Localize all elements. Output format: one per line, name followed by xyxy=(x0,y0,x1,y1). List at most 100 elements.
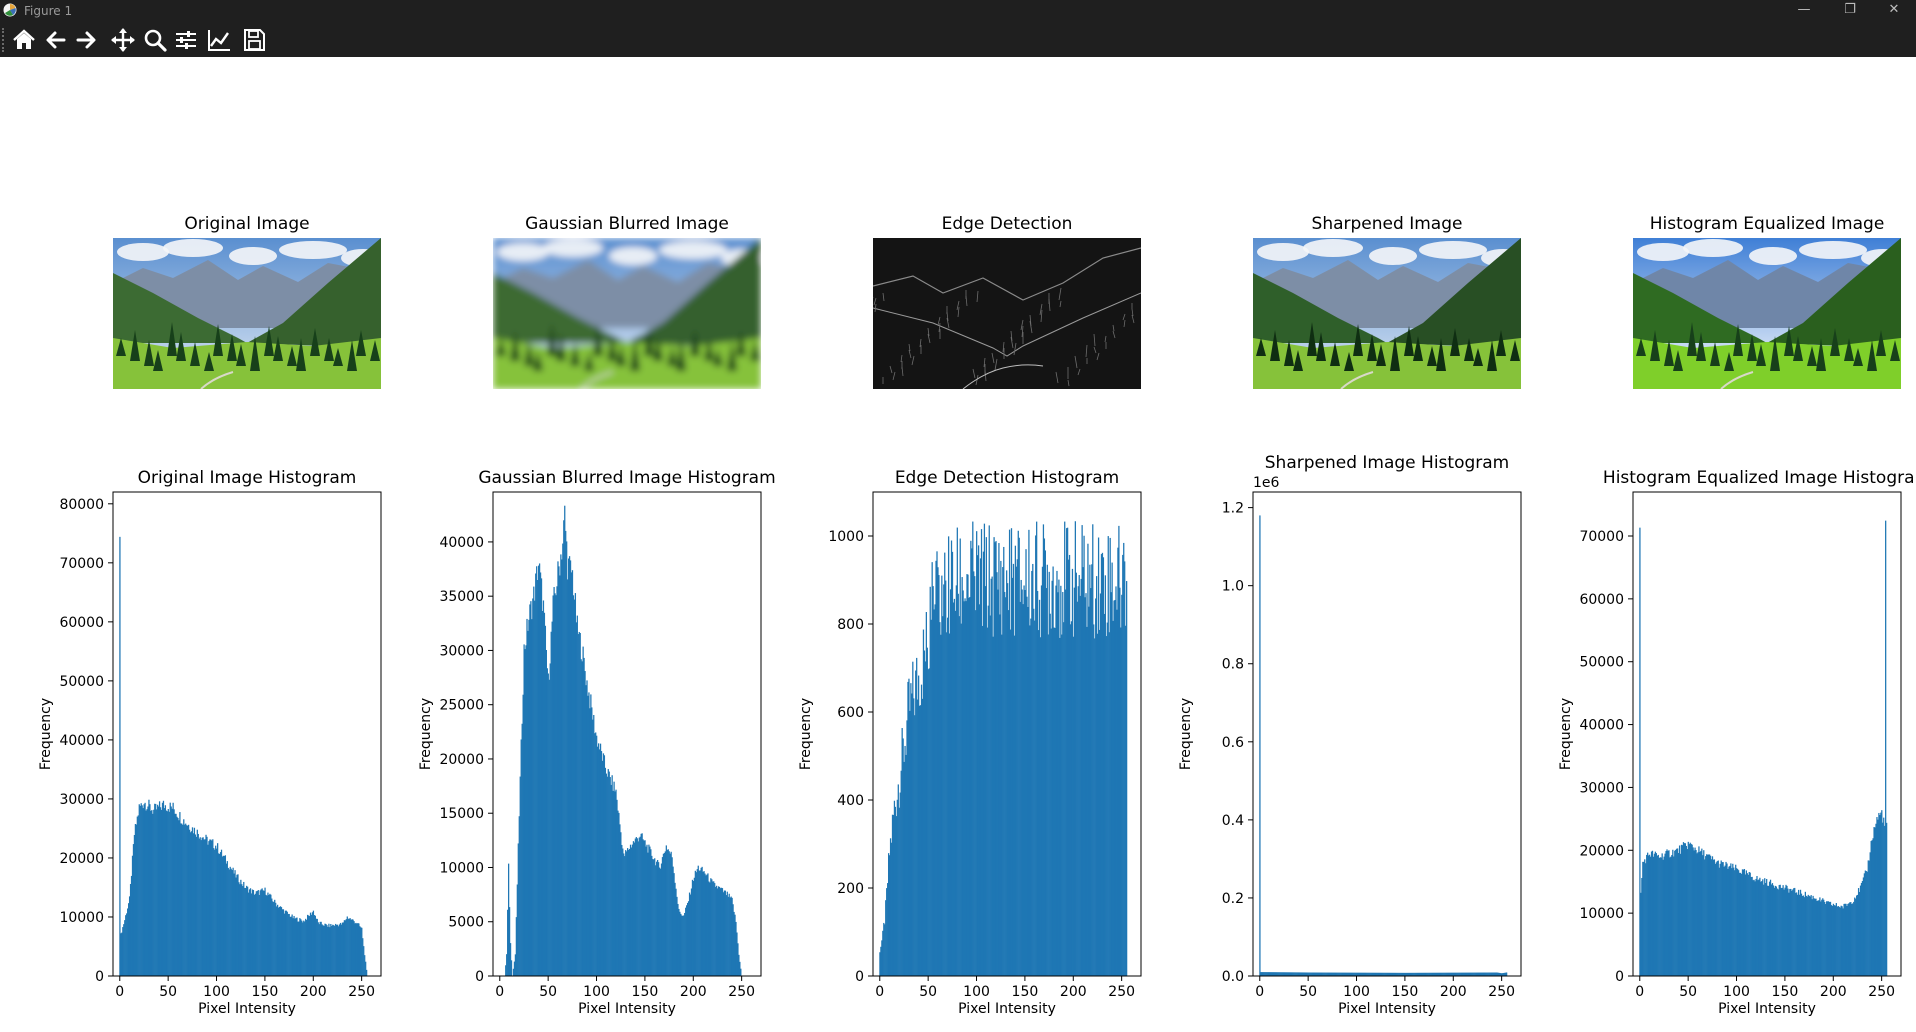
histogram-bar xyxy=(363,946,365,976)
histogram-bar xyxy=(1852,903,1854,976)
histogram-bar xyxy=(229,866,231,976)
histogram-bar xyxy=(1387,972,1389,976)
cloud xyxy=(543,239,603,257)
histogram-bar xyxy=(1448,972,1451,976)
histogram-bar xyxy=(927,669,929,976)
histogram-bar xyxy=(1290,972,1292,976)
histogram-bar xyxy=(1825,903,1827,976)
histogram-bar xyxy=(1325,972,1327,976)
histogram-bar xyxy=(1881,810,1883,976)
histogram-bar xyxy=(1485,972,1487,976)
customize-button[interactable] xyxy=(205,26,233,54)
y-tick-label: 10000 xyxy=(1579,906,1624,922)
histogram-bar xyxy=(1388,972,1391,976)
subplots-button[interactable] xyxy=(172,26,200,54)
histogram-bar xyxy=(921,698,924,976)
histogram-bar xyxy=(1844,903,1846,976)
histogram-bar xyxy=(1342,972,1344,976)
histogram-bar xyxy=(557,561,559,976)
histogram-bar xyxy=(1379,972,1381,976)
histogram-bar xyxy=(239,884,241,976)
histogram-bar xyxy=(1646,854,1648,976)
edge-ridge-line xyxy=(873,247,1141,301)
back-button[interactable] xyxy=(42,26,70,54)
save-button[interactable] xyxy=(240,26,268,54)
forward-button[interactable] xyxy=(72,26,100,54)
histogram-bar xyxy=(534,600,536,976)
histogram-bar xyxy=(1292,972,1294,976)
figure-canvas[interactable]: Original Image Gaussian Blurred Image Edge… xyxy=(0,57,1916,1032)
home-button[interactable] xyxy=(10,26,38,54)
histogram-bar xyxy=(716,885,718,976)
histogram-bar xyxy=(203,839,205,976)
histogram-bar xyxy=(227,867,229,976)
histogram-bar xyxy=(1106,622,1108,976)
histogram-bar xyxy=(1350,972,1352,976)
tree xyxy=(510,330,520,361)
edge-tree-stroke xyxy=(975,374,979,386)
histogram-bar xyxy=(1123,542,1125,976)
histogram-axes[interactable]: 0 50 100 150 200 2500.00.20.40.60.81.01.21e6S… xyxy=(1178,453,1522,1017)
minimize-button[interactable]: — xyxy=(1797,2,1811,17)
histogram-bar xyxy=(133,835,136,976)
histogram-bar xyxy=(1395,972,1397,976)
histogram-bar xyxy=(230,868,232,976)
histogram-bar xyxy=(725,895,727,976)
histogram-bar xyxy=(670,851,672,976)
histogram-bar xyxy=(966,574,968,976)
histogram-bar xyxy=(212,839,214,976)
histogram-bar xyxy=(1372,972,1374,976)
histogram-bar xyxy=(647,852,649,976)
histogram-bar xyxy=(1472,972,1474,976)
histogram-bar xyxy=(1737,868,1739,976)
histogram-bar xyxy=(1435,972,1437,976)
histogram-bar xyxy=(1303,972,1306,976)
histogram-axes[interactable]: 0 50 100 150 200 2500100002000030000400005000… xyxy=(1558,468,1916,1017)
histogram-bar xyxy=(1759,877,1761,976)
histogram-bar xyxy=(612,790,614,976)
histogram-bar xyxy=(576,615,578,976)
histogram-bar xyxy=(1690,843,1692,976)
histogram-bar xyxy=(626,851,628,976)
toolbar-grip[interactable] xyxy=(2,28,6,52)
histogram-bar xyxy=(1437,972,1439,976)
histogram-bar xyxy=(1702,855,1704,976)
histogram-bar xyxy=(897,784,899,976)
histogram-bar xyxy=(1354,972,1356,976)
x-tick-label: 250 xyxy=(1868,984,1895,1000)
close-button[interactable]: ✕ xyxy=(1888,2,1900,17)
histogram-bar xyxy=(263,890,265,976)
histogram-bar xyxy=(1363,972,1366,976)
histogram-bar xyxy=(963,601,965,976)
y-offset-label: 1e6 xyxy=(1253,475,1280,491)
histogram-bar xyxy=(198,838,200,976)
histogram-bar xyxy=(161,802,164,976)
histogram-axes[interactable]: 0 50 100 150 200 2500100002000030000400005000… xyxy=(38,468,382,1017)
pan-button[interactable] xyxy=(109,26,137,54)
y-tick-label: 20000 xyxy=(1579,843,1624,859)
histogram-bar xyxy=(150,810,152,976)
histogram-bar xyxy=(1115,586,1117,976)
cloud xyxy=(497,243,549,261)
histogram-bar xyxy=(1655,853,1658,976)
histogram-bar xyxy=(520,739,522,976)
y-axis-label: Frequency xyxy=(798,698,814,770)
maximize-button[interactable]: ❐ xyxy=(1844,2,1856,17)
histogram-bar xyxy=(610,784,612,976)
histogram-bar xyxy=(567,579,569,976)
histogram-axes[interactable]: 0 50 100 150 200 2500500010000150002000025000… xyxy=(418,468,776,1017)
zoom-button[interactable] xyxy=(141,26,169,54)
histogram-bar xyxy=(1007,610,1010,976)
histogram-bar xyxy=(147,806,149,976)
histogram-bar xyxy=(678,908,680,976)
histogram-bar xyxy=(686,905,688,976)
histogram-bar xyxy=(1656,855,1658,976)
histogram-bar xyxy=(955,585,957,976)
axes-frame xyxy=(872,491,1142,977)
histogram-bar xyxy=(1014,545,1017,976)
histogram-bar xyxy=(970,540,972,976)
x-tick-label: 200 xyxy=(680,984,707,1000)
histogram-bar xyxy=(603,755,606,976)
histogram-bar xyxy=(568,556,571,976)
